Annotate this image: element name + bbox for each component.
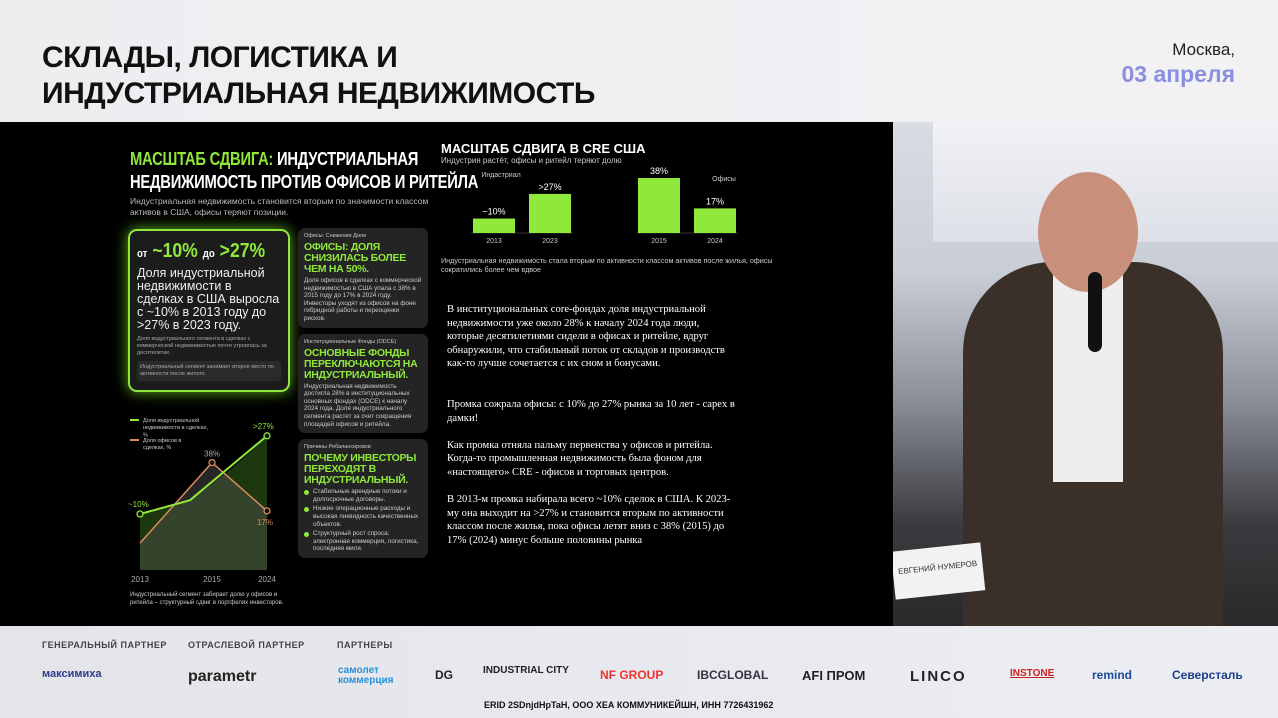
x-tick: 2024 <box>707 238 723 245</box>
logo-afi-prom: AFI ПРОМ <box>802 668 866 683</box>
bar <box>473 218 515 233</box>
bar-label: 17% <box>706 196 724 206</box>
city: Москва, <box>1172 40 1235 59</box>
line-chart-caption: Индустриальный сегмент забирает долю у о… <box>130 592 284 606</box>
logo-parametr: parametr <box>188 668 257 685</box>
general-partner-label: ГЕНЕРАЛЬНЫЙ ПАРТНЕР <box>42 640 167 650</box>
title-part: ИНДУСТРИАЛЬНАЯ <box>273 149 419 169</box>
title-line: ИНДУСТРИАЛЬНАЯ НЕДВИЖИМОСТЬ <box>42 77 595 110</box>
title-line: СКЛАДЫ, ЛОГИСТИКА И <box>42 41 398 74</box>
from: от <box>137 248 148 260</box>
highlight-text: Доля индустриальной недвижимости в сделк… <box>137 266 280 332</box>
office-point <box>263 507 271 515</box>
partners-label: ПАРТНЕРЫ <box>337 640 393 650</box>
x-tick: 2024 <box>258 575 276 584</box>
line-chart: ~10% >27% 38% 17% 2013 2015 2024 Доля индустриа… <box>128 417 276 584</box>
x-tick: 2013 <box>486 238 502 245</box>
erid-notice: ERID 2SDnjdHpTaH, ООО ХЕА КОММУНИКЕЙШН, … <box>484 700 774 710</box>
partners-footer <box>0 626 1278 718</box>
logo-linco: LINCO <box>910 668 967 685</box>
legend-label: Доля офисов в сделках, % <box>143 438 181 451</box>
card-heading: ОФИСЫ: ДОЛЯ СНИЗИЛАСЬ БОЛЕЕ ЧЕМ НА 50%. <box>304 241 406 275</box>
logo-severstal: Северсталь <box>1172 668 1243 682</box>
info-card-offices: Офисы: Снижение Доли ОФИСЫ: ДОЛЯ СНИЗИЛА… <box>298 228 428 328</box>
highlight-range: от ~10% до >27% <box>137 240 266 263</box>
card-heading: ПОЧЕМУ ИНВЕСТОРЫ ПЕРЕХОДЯТ В ИНДУСТРИАЛЬ… <box>304 452 417 487</box>
bar-chart-caption: Индустриальная недвижимость стала вторым… <box>441 256 773 274</box>
industrial-area <box>140 435 267 570</box>
bar-chart-subtitle: Индустрия растёт, офисы и ритейл теряют … <box>441 156 622 165</box>
legend-label: Доля индустриальной недвижимости в сделка… <box>143 417 208 438</box>
name-tag: ЕВГЕНИЙ НУМЕРОВ <box>893 542 986 600</box>
industry-partner-label: ОТРАСЛЕВОЙ ПАРТНЕР <box>188 640 305 650</box>
logo-maksimikha: максимиха <box>42 668 102 680</box>
date: 03 апреля <box>1121 61 1235 87</box>
info-card-reasons: Причины Ребалансировки ПОЧЕМУ ИНВЕСТОРЫ … <box>298 439 428 558</box>
speaker-name: ЕВГЕНИЙ НУМЕРОВ <box>897 558 978 577</box>
microphone <box>1088 272 1102 352</box>
slide-subtitle: Индустриальная недвижимость становится в… <box>130 196 429 217</box>
bullet: Структурный рост спроса: электронная ком… <box>304 530 422 553</box>
paragraph: Как промка отняла пальму первенства у оф… <box>447 439 713 478</box>
x-tick: 2013 <box>131 575 149 584</box>
v2: >27% <box>219 240 266 262</box>
bar <box>529 193 571 233</box>
bar-label: >27% <box>538 182 561 192</box>
logo-instone: INSTONE <box>1010 668 1055 679</box>
info-card-funds: Институциональные Фонды (ODCE) ОСНОВНЫЕ … <box>298 333 428 434</box>
industrial-point <box>263 432 271 440</box>
logo-samolet: самолет коммерция <box>338 665 394 686</box>
bar <box>638 178 680 233</box>
card-heading: ОСНОВНЫЕ ФОНДЫ ПЕРЕКЛЮЧАЮТСЯ НА ИНДУСТРИ… <box>304 346 418 381</box>
info-cards: Офисы: Снижение Доли ОФИСЫ: ДОЛЯ СНИЗИЛА… <box>298 228 428 558</box>
logo-industrial-city: INDUSTRIAL CITY <box>483 665 569 676</box>
to: до <box>202 248 215 260</box>
card-kicker: Офисы: Снижение Доли <box>304 233 367 239</box>
event-header: СКЛАДЫ, ЛОГИСТИКА И ИНДУСТРИАЛЬНАЯ НЕДВИЖ… <box>0 0 1278 122</box>
event-title: СКЛАДЫ, ЛОГИСТИКА И ИНДУСТРИАЛЬНАЯ НЕДВИЖ… <box>42 40 595 112</box>
office-point <box>208 458 216 467</box>
bullet: Низкие операционные расходы и высокая ли… <box>304 505 422 528</box>
group-label: Офисы <box>712 176 736 183</box>
x-tick: 2015 <box>203 575 221 584</box>
post-text: В институциональных core-фондах доля инд… <box>447 303 737 561</box>
logo-ibc-global: IBCGLOBAL <box>697 668 769 682</box>
data-label: 17% <box>257 518 273 527</box>
highlight-card: от ~10% до >27% Доля индустриальной недв… <box>128 229 290 392</box>
data-label: >27% <box>253 422 274 431</box>
speaker-video: ЕВГЕНИЙ НУМЕРОВ <box>893 122 1278 626</box>
highlight-note: Индустриальный сегмент занимает второе м… <box>137 361 281 381</box>
logo-dg: DG <box>435 668 453 682</box>
card-kicker: Причины Ребалансировки <box>304 444 371 451</box>
speaker-head <box>1038 172 1138 292</box>
x-tick: 2015 <box>651 238 667 245</box>
title-accent: МАСШТАБ СДВИГА: <box>130 149 274 169</box>
paragraph: Промка сожрала офисы: с 10% до 27% рынка… <box>447 398 735 424</box>
group-label: Индастриал <box>481 172 520 179</box>
card-body: Индустриальная недвижимость достигла 28%… <box>304 382 412 428</box>
highlight-small: Доля индустриального сегмента в сделках … <box>137 336 267 356</box>
bar-label: ~10% <box>482 207 505 217</box>
v1: ~10% <box>152 240 198 262</box>
bar-label: 38% <box>650 166 668 176</box>
logo-nf-group: NF GROUP <box>600 668 664 682</box>
logo-remind: remind <box>1092 668 1133 682</box>
industrial-line <box>139 435 268 515</box>
data-label: ~10% <box>128 500 149 509</box>
paragraph: В 2013-м промка набирала всего ~10% сдел… <box>447 494 731 546</box>
bar <box>694 208 736 233</box>
card-body: Доля офисов в сделках с коммерческой нед… <box>304 277 422 322</box>
slide-title: МАСШТАБ СДВИГА: ИНДУСТРИАЛЬНАЯ НЕДВИЖИМОС… <box>130 148 478 194</box>
industrial-point <box>136 510 144 518</box>
card-kicker: Институциональные Фонды (ODCE) <box>304 338 397 345</box>
title-part: НЕДВИЖИМОСТЬ ПРОТИВ ОФИСОВ И РИТЕЙЛА <box>130 172 479 192</box>
paragraph: В институциональных core-фондах доля инд… <box>447 304 725 370</box>
data-label: 38% <box>204 450 220 459</box>
office-area <box>140 462 267 570</box>
x-tick: 2023 <box>542 238 558 245</box>
bar-chart-title: МАСШТАБ СДВИГА В CRE США <box>441 141 646 156</box>
bar-chart: Индастриал ~10% 2013 >27% 2023 Офисы 38% 2015 17… <box>471 166 738 245</box>
bullet: Стабильные арендные потоки и долгосрочны… <box>304 488 422 503</box>
